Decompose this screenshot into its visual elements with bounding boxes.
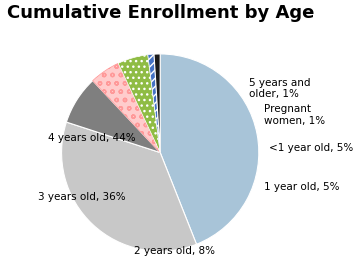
Text: 3 years old, 36%: 3 years old, 36% (38, 192, 126, 202)
Wedge shape (118, 55, 160, 153)
Text: 2 years old, 8%: 2 years old, 8% (135, 246, 216, 256)
Text: Pregnant
women, 1%: Pregnant women, 1% (264, 104, 325, 126)
Wedge shape (93, 63, 160, 153)
Text: <1 year old, 5%: <1 year old, 5% (269, 143, 353, 153)
Wedge shape (148, 54, 160, 153)
Wedge shape (66, 81, 160, 153)
Text: 4 years old, 44%: 4 years old, 44% (48, 133, 135, 143)
Text: 5 years and
older, 1%: 5 years and older, 1% (249, 78, 310, 99)
Wedge shape (160, 54, 259, 244)
Wedge shape (62, 122, 197, 251)
Text: 1 year old, 5%: 1 year old, 5% (264, 182, 339, 192)
Title: Cumulative Enrollment by Age: Cumulative Enrollment by Age (6, 4, 314, 22)
Wedge shape (154, 54, 160, 153)
